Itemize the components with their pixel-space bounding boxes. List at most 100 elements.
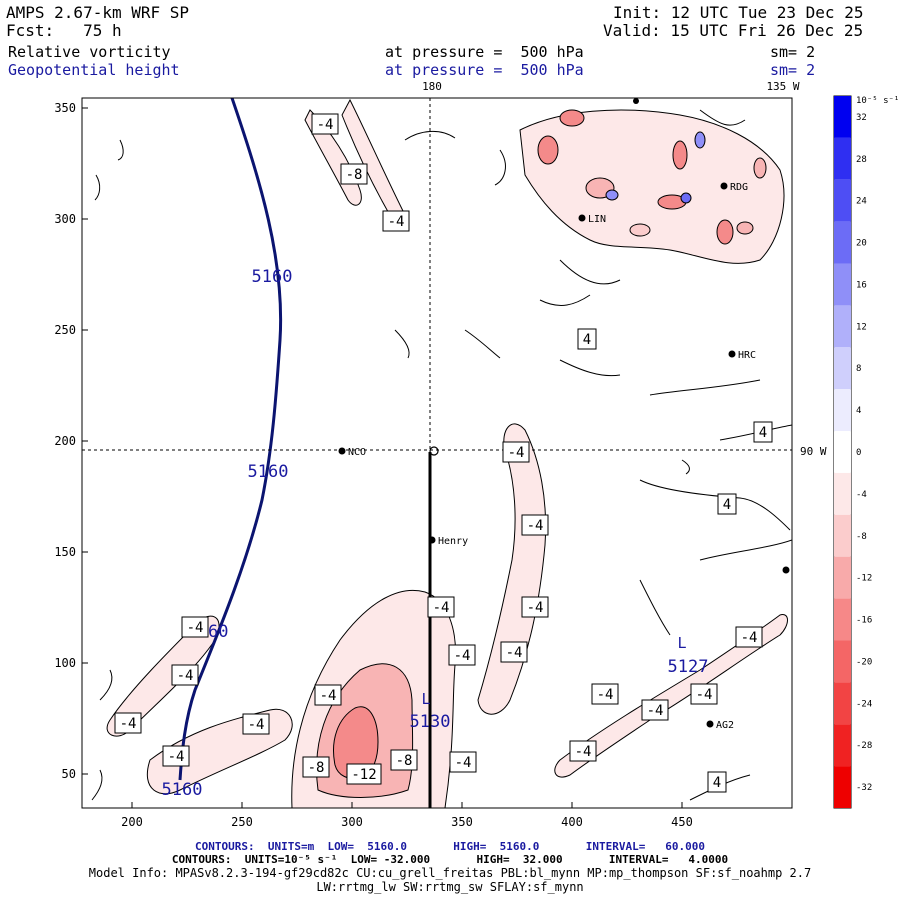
field1-pressure: at pressure = 500 hPa xyxy=(385,43,584,61)
vort-label: -4 xyxy=(502,441,530,463)
colorbar-cell xyxy=(834,556,851,599)
colorbar-cell xyxy=(834,263,851,306)
vort-label: 4 xyxy=(753,421,773,443)
svg-text:-4: -4 xyxy=(647,703,664,719)
y-axis: 350 300 250 200 150 100 50 xyxy=(54,101,76,781)
vort-label: -4 xyxy=(690,683,718,705)
vort-label: -4 xyxy=(735,626,763,648)
vort-label: 4 xyxy=(717,493,737,515)
vort-label: -4 xyxy=(591,683,619,705)
station-dot-henry xyxy=(428,536,436,544)
height-label-5160-b: 5160 xyxy=(248,462,289,482)
vort-label: -4 xyxy=(569,740,597,762)
y-tick-300: 300 xyxy=(54,212,76,226)
svg-text:4: 4 xyxy=(723,497,731,513)
height-labels: 5160 5160 5160 5160 5127 5130 L L xyxy=(162,267,709,800)
vorticity-field xyxy=(91,98,792,808)
colorbar-cell xyxy=(834,96,851,138)
colorbar-cell xyxy=(834,514,851,557)
colorbar-label: -12 xyxy=(856,574,872,584)
vort-streak-nw2 xyxy=(341,98,407,227)
station-dot-hrc xyxy=(728,350,736,358)
field1-smoothing: sm= 2 xyxy=(770,43,816,61)
colorbar-cell xyxy=(834,137,851,180)
colorbar-cell xyxy=(834,347,851,390)
svg-text:-4: -4 xyxy=(187,620,204,636)
x-tick-marks xyxy=(131,802,683,808)
x-tick-400: 400 xyxy=(561,815,583,829)
footer-vort-contours: CONTOURS: UNITS=10⁻⁵ s⁻¹ LOW= -32.000 HI… xyxy=(171,853,729,866)
y-tick-150: 150 xyxy=(54,545,76,559)
colorbar-cell xyxy=(834,179,851,222)
vort-label: -4 xyxy=(521,596,549,618)
colorbar-label: 12 xyxy=(856,322,867,332)
vort-label: -4 xyxy=(311,113,339,135)
vort-label: -4 xyxy=(314,684,342,706)
svg-text:-4: -4 xyxy=(248,717,265,733)
field2-name: Geopotential height xyxy=(8,61,180,79)
cross-section-marker xyxy=(429,446,439,456)
vort-label: -8 xyxy=(390,749,418,771)
vort-band-central xyxy=(477,423,547,715)
y-tick-250: 250 xyxy=(54,323,76,337)
forecast-hour: Fcst: 75 h xyxy=(6,21,122,40)
colorbar-label: -32 xyxy=(856,783,872,793)
field1-name: Relative vorticity xyxy=(8,43,171,61)
svg-text:-4: -4 xyxy=(741,630,758,646)
vort-label: -4 xyxy=(242,713,270,735)
svg-text:-8: -8 xyxy=(346,167,363,183)
colorbar-label: 28 xyxy=(856,155,867,165)
station-dot-lin xyxy=(578,214,586,222)
vort-label: -4 xyxy=(114,712,142,734)
svg-text:-4: -4 xyxy=(527,600,544,616)
vort-northeast-cluster xyxy=(494,109,785,306)
plot-frame xyxy=(81,97,793,809)
x-tick-450: 450 xyxy=(671,815,693,829)
svg-text:-4: -4 xyxy=(317,117,334,133)
x-tick-350: 350 xyxy=(451,815,473,829)
y-tick-marks xyxy=(82,107,88,775)
svg-text:-4: -4 xyxy=(168,749,185,765)
colorbar-cell xyxy=(834,305,851,348)
lon-90w-label: 90 W xyxy=(800,445,827,458)
vort-label: -8 xyxy=(340,163,368,185)
station-dot-nco xyxy=(338,447,346,455)
station-dot-ag2 xyxy=(706,720,714,728)
colorbar-label: 16 xyxy=(856,280,867,290)
low-marker-center: L xyxy=(421,690,430,708)
footer-model-info-2: LW:rrtmg_lw SW:rrtmg_sw SFLAY:sf_mynn xyxy=(316,880,584,894)
vort-label-boxes: -4 -8 -4 4 4 4 4 -4 -4 -4 -4 -4 -4 -4 -4… xyxy=(114,113,773,793)
colorbar-unit: 10⁻⁵ s⁻¹ xyxy=(856,96,899,106)
svg-text:-4: -4 xyxy=(696,687,713,703)
x-axis: 200 250 300 350 400 450 xyxy=(121,815,693,829)
height-label-5127: 5127 xyxy=(668,657,709,677)
svg-text:-4: -4 xyxy=(527,518,544,534)
vort-band-southeast xyxy=(554,614,788,778)
lon-180-label: 180 xyxy=(422,80,442,93)
vort-label: -4 xyxy=(521,514,549,536)
colorbar-cells xyxy=(834,96,851,808)
svg-text:-8: -8 xyxy=(308,760,325,776)
vort-label: -4 xyxy=(427,596,455,618)
low-marker-east: L xyxy=(677,634,686,652)
station-label-henry: Henry xyxy=(438,536,468,547)
colorbar-label: 4 xyxy=(856,406,861,416)
colorbar-label: 32 xyxy=(856,113,867,123)
colorbar-cell xyxy=(834,389,851,432)
valid-time: Valid: 15 UTC Fri 26 Dec 25 xyxy=(603,21,864,40)
svg-text:-4: -4 xyxy=(506,645,523,661)
colorbar-cell xyxy=(834,472,851,515)
vort-label: -4 xyxy=(500,641,528,663)
vort-label: -4 xyxy=(382,210,410,232)
colorbar-label: -28 xyxy=(856,741,872,751)
x-tick-200: 200 xyxy=(121,815,143,829)
colorbar-label: -20 xyxy=(856,657,872,667)
svg-text:-4: -4 xyxy=(508,445,525,461)
height-label-5160-d: 5160 xyxy=(162,780,203,800)
svg-text:-12: -12 xyxy=(351,767,376,783)
field2-pressure: at pressure = 500 hPa xyxy=(385,61,584,79)
vort-label: -4 xyxy=(181,616,209,638)
colorbar-label: 20 xyxy=(856,239,867,249)
colorbar-label: 0 xyxy=(856,448,861,458)
vort-label: 4 xyxy=(577,328,597,350)
